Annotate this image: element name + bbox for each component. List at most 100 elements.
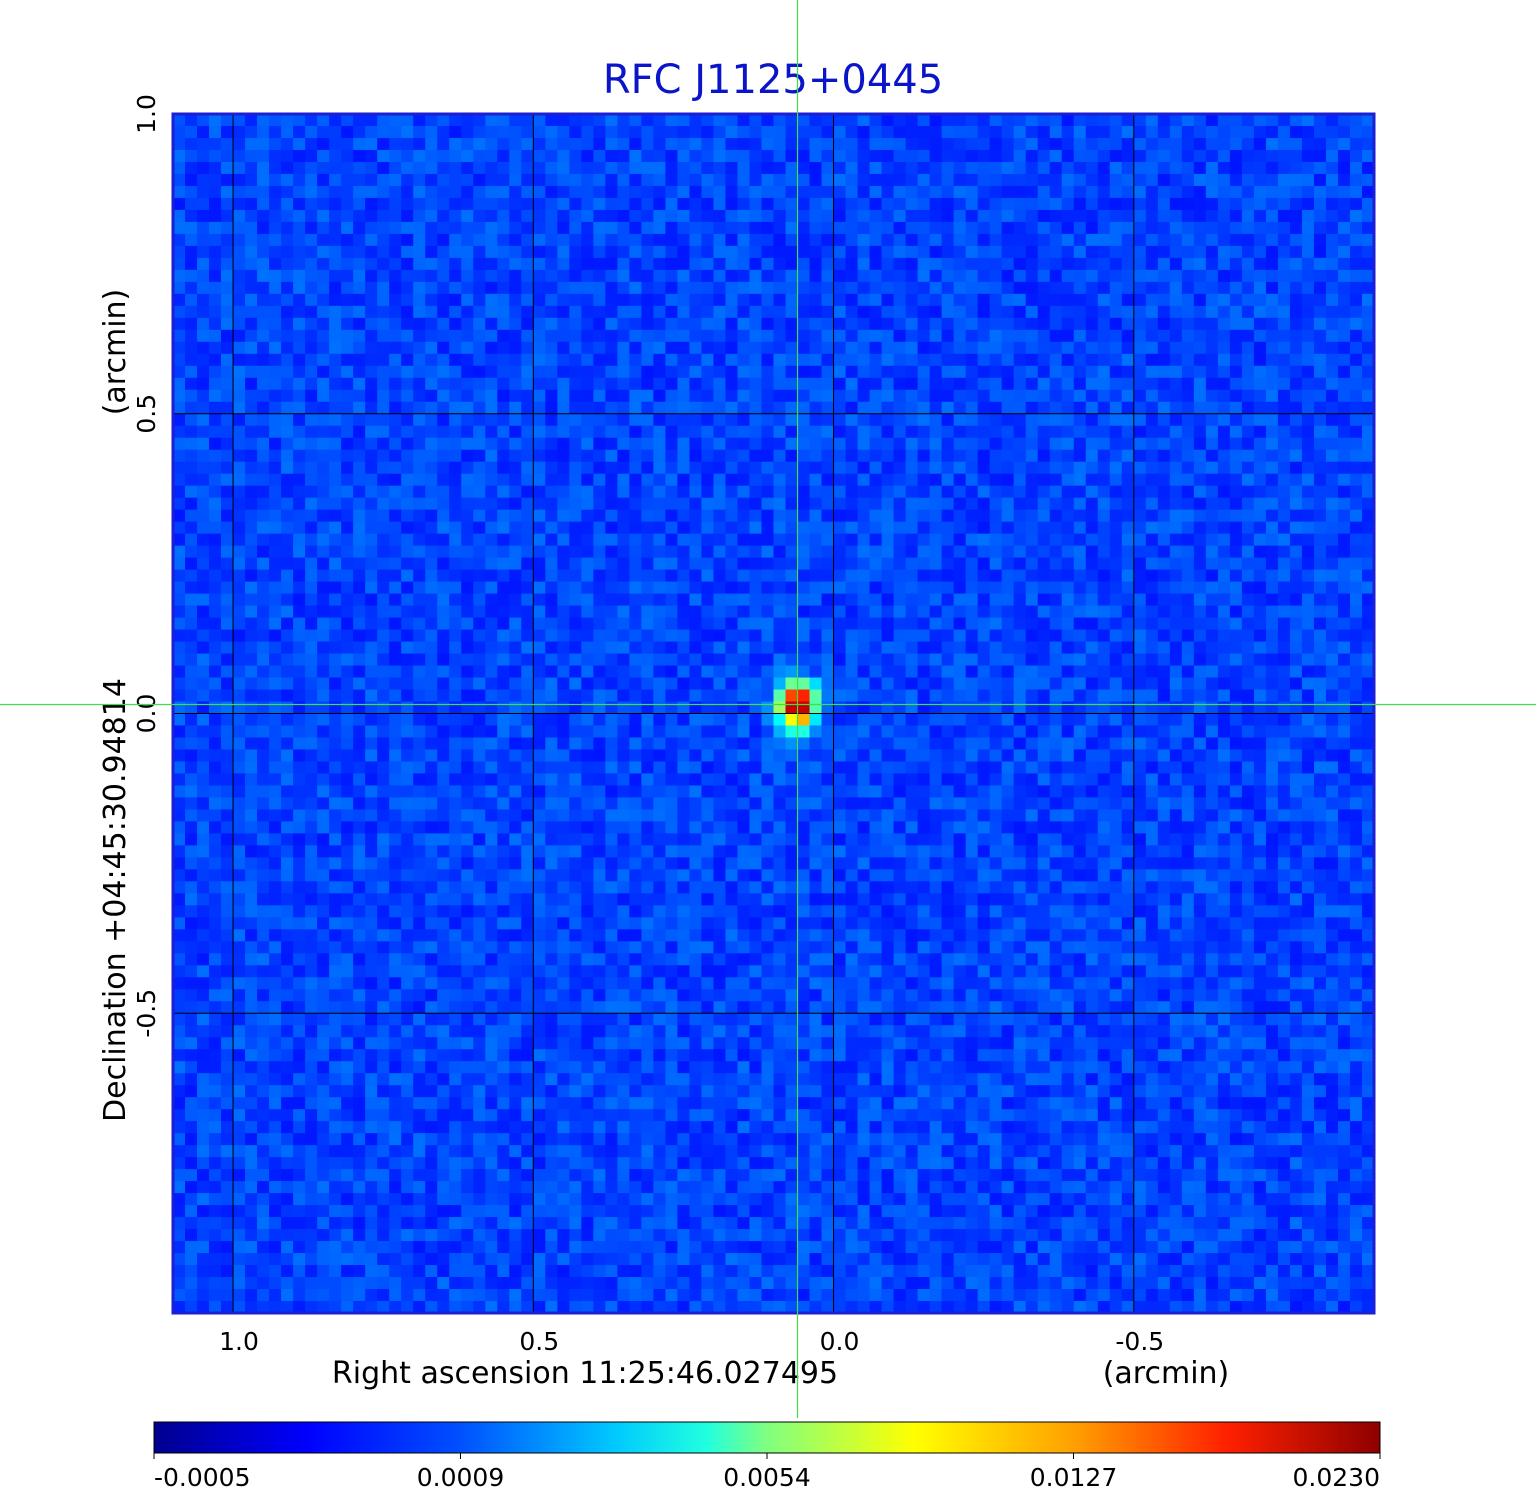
heatmap-cell	[1133, 617, 1147, 631]
heatmap-cell	[305, 605, 318, 619]
heatmap-cell	[1325, 689, 1339, 703]
heatmap-cell	[1085, 137, 1099, 151]
heatmap-cell	[689, 569, 703, 583]
heatmap-cell	[725, 341, 739, 355]
heatmap-cell	[1325, 305, 1339, 319]
heatmap-cell	[845, 317, 859, 331]
heatmap-cell	[1349, 545, 1363, 559]
heatmap-cell	[1277, 461, 1291, 475]
heatmap-cell	[281, 125, 294, 139]
heatmap-cell	[1241, 257, 1255, 271]
heatmap-cell	[1121, 497, 1135, 511]
heatmap-cell	[1349, 209, 1363, 223]
heatmap-cell	[1097, 437, 1111, 451]
heatmap-cell	[941, 317, 955, 331]
heatmap-cell	[1349, 245, 1363, 259]
heatmap-cell	[449, 293, 462, 307]
heatmap-cell	[293, 317, 306, 331]
heatmap-cell	[605, 425, 618, 439]
heatmap-cell	[1229, 125, 1243, 139]
heatmap-cell	[917, 221, 931, 235]
heatmap-cell	[509, 449, 522, 463]
heatmap-cell	[821, 653, 835, 667]
heatmap-cell	[917, 437, 931, 451]
heatmap-cell	[557, 185, 570, 199]
heatmap-cell	[1325, 677, 1339, 691]
heatmap-cell	[1085, 617, 1099, 631]
heatmap-cell	[1169, 677, 1183, 691]
heatmap-cell	[665, 689, 679, 703]
heatmap-cell	[473, 125, 486, 139]
heatmap-cell	[941, 653, 955, 667]
heatmap-cell	[977, 149, 991, 163]
heatmap-cell	[1061, 545, 1075, 559]
heatmap-cell	[617, 125, 630, 139]
heatmap-cell	[785, 605, 799, 619]
heatmap-cell	[1133, 197, 1147, 211]
heatmap-cell	[725, 293, 739, 307]
heatmap-cell	[281, 281, 294, 295]
heatmap-cell	[461, 281, 474, 295]
heatmap-cell	[233, 209, 246, 223]
heatmap-cell	[917, 413, 931, 427]
heatmap-cell	[989, 329, 1003, 343]
heatmap-cell	[281, 185, 294, 199]
heatmap-cell	[929, 677, 943, 691]
heatmap-cell	[581, 701, 594, 715]
heatmap-cell	[533, 497, 546, 511]
heatmap-cell	[749, 305, 763, 319]
heatmap-cell	[1013, 329, 1027, 343]
heatmap-cell	[341, 341, 354, 355]
heatmap-cell	[317, 221, 330, 235]
heatmap-cell	[761, 437, 775, 451]
heatmap-cell	[965, 341, 979, 355]
heatmap-cell	[533, 185, 546, 199]
heatmap-cell	[497, 605, 510, 619]
heatmap-cell	[701, 281, 715, 295]
heatmap-cell	[1013, 461, 1027, 475]
heatmap-cell	[845, 641, 859, 655]
heatmap-cell	[509, 521, 522, 535]
heatmap-cell	[761, 653, 775, 667]
heatmap-cell	[1265, 485, 1279, 499]
heatmap-cell	[677, 437, 691, 451]
heatmap-cell	[941, 605, 955, 619]
heatmap-cell	[845, 341, 859, 355]
heatmap-cell	[485, 581, 498, 595]
heatmap-cell	[953, 461, 967, 475]
heatmap-cell	[305, 185, 318, 199]
heatmap-cell	[317, 305, 330, 319]
heatmap-cell	[641, 269, 654, 283]
heatmap-cell	[485, 665, 498, 679]
heatmap-cell	[1001, 485, 1015, 499]
heatmap-cell	[869, 161, 883, 175]
heatmap-cell	[1325, 293, 1339, 307]
heatmap-cell	[473, 389, 486, 403]
heatmap-cell	[1265, 581, 1279, 595]
heatmap-cell	[1013, 197, 1027, 211]
heatmap-cell	[593, 341, 606, 355]
heatmap-cell	[629, 509, 642, 523]
heatmap-cell	[1025, 389, 1039, 403]
heatmap-cell	[473, 209, 486, 223]
heatmap-cell	[1013, 485, 1027, 499]
heatmap-cell	[1265, 617, 1279, 631]
heatmap-cell	[1157, 617, 1171, 631]
heatmap-cell	[917, 197, 931, 211]
heatmap-cell	[881, 257, 895, 271]
heatmap-cell	[269, 269, 282, 283]
heatmap-cell	[1073, 557, 1087, 571]
heatmap-cell	[1157, 377, 1171, 391]
heatmap-cell	[653, 617, 667, 631]
heatmap-cell	[761, 365, 775, 379]
heatmap-cell	[1349, 389, 1363, 403]
heatmap-cell	[329, 509, 342, 523]
heatmap-cell	[1097, 281, 1111, 295]
heatmap-cell	[221, 641, 234, 655]
heatmap-cell	[1241, 617, 1255, 631]
heatmap-cell	[1241, 209, 1255, 223]
heatmap-cell	[749, 689, 763, 703]
heatmap-cell	[257, 185, 270, 199]
heatmap-cell	[569, 605, 582, 619]
heatmap-cell	[1277, 629, 1291, 643]
